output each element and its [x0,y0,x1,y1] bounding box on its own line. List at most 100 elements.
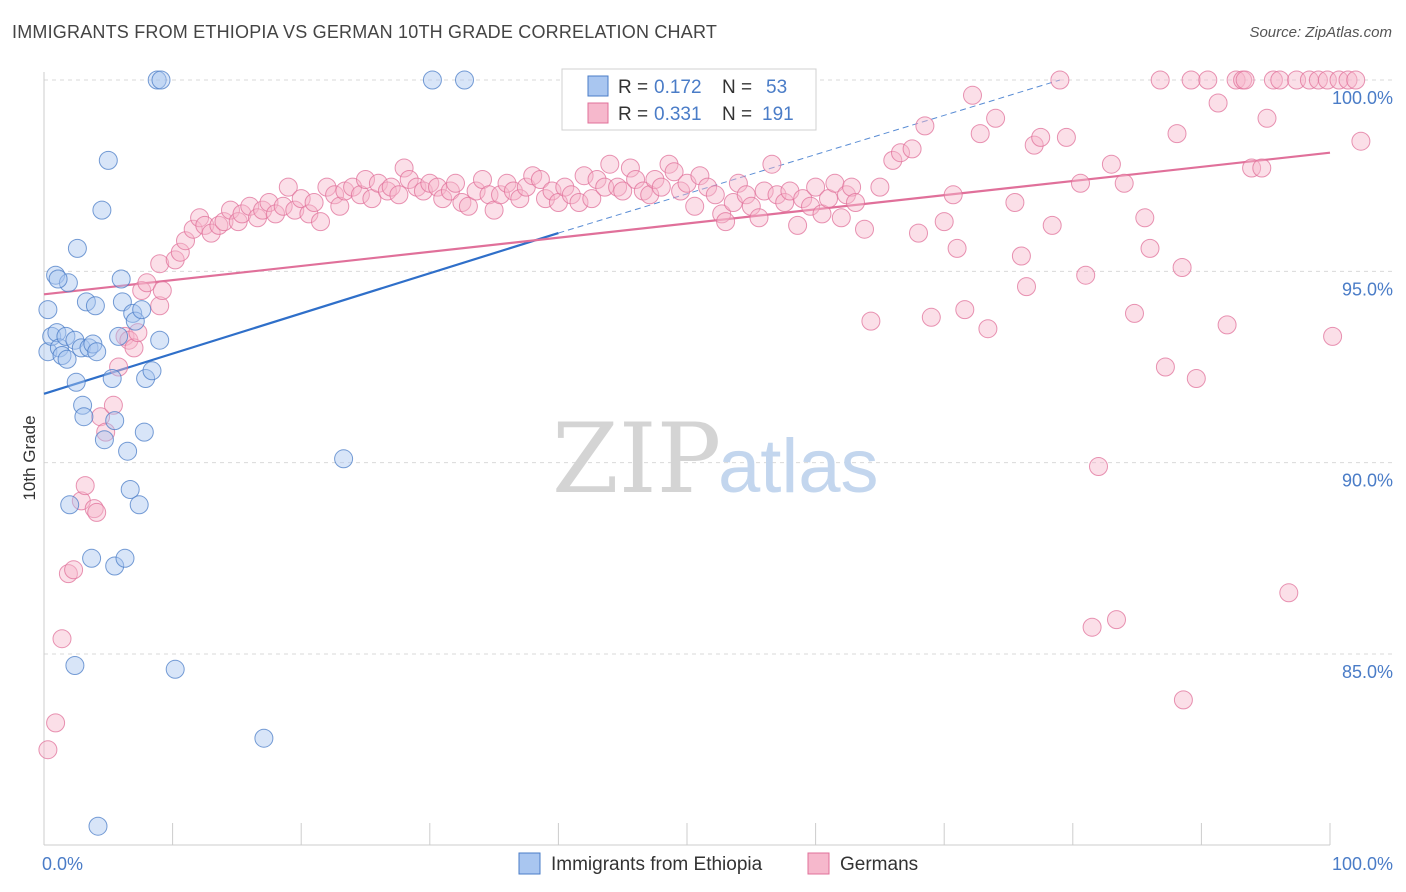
stats-legend-r-label-1: R = [618,77,648,98]
point-ethiopia [60,495,80,515]
stats-legend-swatch-blue [587,75,609,97]
stats-legend-n-label-2: N = [722,104,752,125]
point-germans [613,181,633,201]
point-germans [330,196,350,216]
point-germans [137,273,157,293]
point-germans [479,185,499,205]
point-germans [278,177,298,197]
point-germans [716,212,736,232]
point-germans [1346,70,1366,90]
point-germans [626,170,646,189]
point-germans [1235,70,1255,90]
point-germans [299,204,319,224]
point-germans [542,181,562,201]
point-germans [1042,215,1062,235]
point-germans [381,177,401,197]
point-ethiopia [42,326,62,346]
point-germans [389,185,409,205]
point-germans [870,177,890,197]
x-tick-label: 100.0% [1332,854,1393,874]
point-ethiopia [129,495,149,515]
trend-line-germans [43,151,1331,296]
point-germans [221,200,240,220]
point-germans [690,166,710,186]
legend-swatch-germans [807,852,830,875]
point-germans [801,196,820,216]
point-ethiopia [94,430,114,450]
point-ethiopia [38,342,58,362]
point-ethiopia [109,326,129,346]
point-germans [1198,70,1218,90]
point-ethiopia [67,238,87,258]
point-germans [582,189,602,209]
point-ethiopia [76,292,96,312]
point-germans [1107,610,1126,630]
point-germans [1263,70,1283,90]
stats-legend-r-value-2: 0.331 [654,104,702,125]
point-germans [58,564,78,584]
point-germans [1005,193,1025,212]
point-germans [775,193,795,212]
point-germans [1338,70,1358,90]
point-germans [433,189,453,209]
point-germans [128,323,148,343]
point-ethiopia [422,70,442,90]
point-germans [1257,108,1277,128]
point-germans [1140,238,1160,258]
point-germans [846,193,865,212]
point-germans [633,181,653,201]
point-germans [1173,690,1193,710]
point-germans [209,215,229,235]
point-ethiopia [120,480,140,499]
label-layer: 85.0% 90.0% 95.0% 100.0% 0.0% 100.0% 10th Grad… [20,88,1393,874]
point-germans [1024,135,1044,155]
point-ethiopia [105,411,125,431]
point-germans [291,189,311,209]
points-layer [38,70,1371,836]
point-germans [736,185,756,205]
x-tick-label: 0.0% [42,854,83,874]
y-axis-title: 10th Grade [20,415,39,500]
point-ethiopia [87,342,107,362]
legend-swatch-ethiopia [518,852,541,875]
stats-legend-n-value-2: 191 [762,104,794,125]
watermark-zip: ZIP [552,403,721,515]
point-ethiopia [58,273,78,293]
point-germans [1050,70,1070,90]
point-germans [377,181,397,201]
point-germans [947,238,967,258]
point-ethiopia [74,407,94,427]
point-germans [1270,70,1290,90]
point-germans [317,177,337,197]
point-germans [1217,315,1237,335]
point-ethiopia [57,349,77,369]
point-germans [574,166,594,186]
point-germans [428,177,447,197]
point-germans [446,173,465,193]
axis-layer [43,72,1331,846]
point-germans [698,177,718,197]
point-ethiopia [150,330,170,350]
point-germans [530,170,550,189]
point-germans [986,108,1006,128]
grid-layer [44,79,1392,655]
point-germans [503,181,523,201]
legend-label-germans: Germans [840,854,918,875]
point-germans [124,338,144,358]
point-germans [1186,369,1206,388]
point-germans [883,150,903,170]
point-germans [970,124,990,144]
point-ethiopia [142,361,162,381]
watermark-atlas: atlas [718,424,879,509]
point-germans [749,208,769,228]
point-ethiopia [151,70,171,90]
point-ethiopia [71,338,91,358]
point-germans [176,231,195,251]
point-germans [266,204,285,224]
point-germans [902,139,922,159]
point-germans [1279,583,1299,603]
point-germans [555,177,575,197]
point-germans [399,170,419,189]
point-ethiopia [88,816,108,836]
